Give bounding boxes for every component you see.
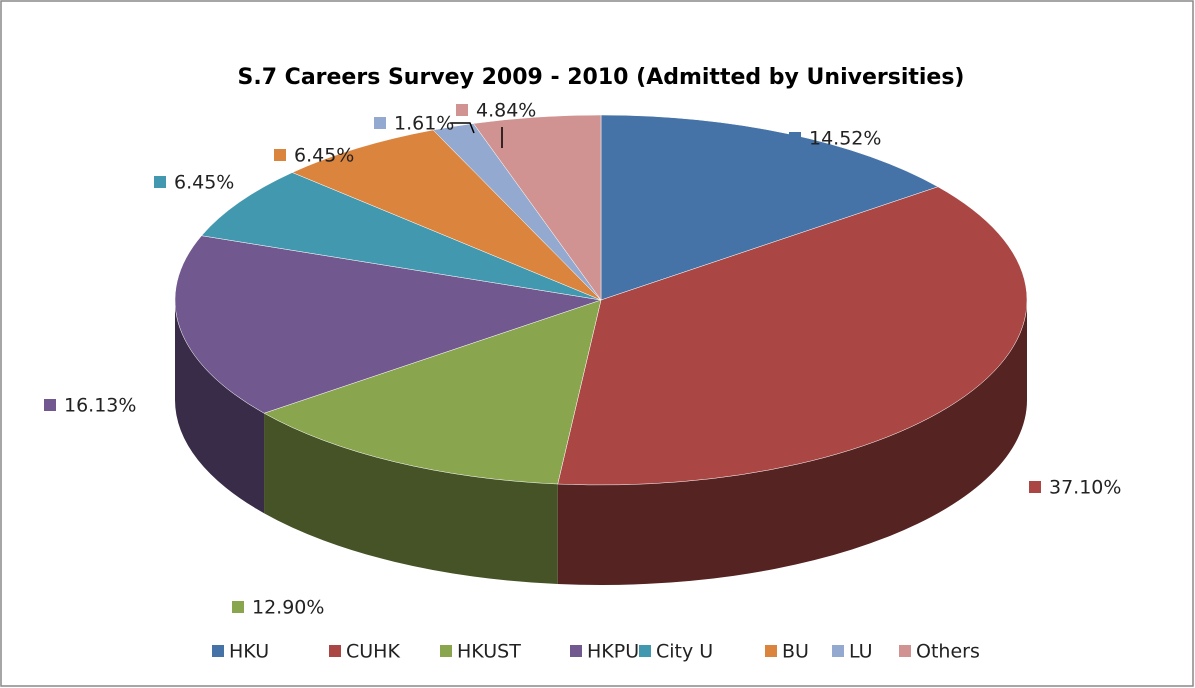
data-label: 37.10%	[1049, 477, 1121, 499]
data-label: 12.90%	[252, 597, 324, 619]
slice	[263, 299, 602, 485]
legend-label: Others	[916, 641, 980, 663]
slice	[201, 172, 602, 301]
legend-swatch	[440, 645, 452, 657]
data-label: 6.45%	[294, 145, 354, 167]
legend-label: LU	[849, 641, 873, 663]
slice-side	[175, 300, 265, 514]
legend-label: BU	[782, 641, 809, 663]
chart-title: S.7 Careers Survey 2009 - 2010 (Admitted…	[238, 65, 965, 90]
legend-swatch	[329, 645, 341, 657]
label-swatch	[456, 104, 468, 116]
legend-label: HKU	[229, 641, 269, 663]
data-label: 16.13%	[64, 395, 136, 417]
data-label: 1.61%	[394, 113, 454, 135]
legend-label: HKPU	[587, 641, 639, 663]
data-label: 14.52%	[809, 128, 881, 150]
leader-line	[450, 122, 475, 134]
label-swatch	[44, 399, 56, 411]
legend-label: HKUST	[457, 641, 521, 663]
data-label: 4.84%	[476, 100, 536, 122]
legend-swatch	[832, 645, 844, 657]
slice-side	[557, 300, 1027, 586]
legend-swatch	[639, 645, 651, 657]
legend-label: City U	[656, 641, 713, 663]
legend-swatch	[899, 645, 911, 657]
slice	[600, 114, 939, 301]
label-swatch	[154, 176, 166, 188]
slice-side	[264, 413, 558, 585]
slice	[174, 235, 602, 414]
slice	[557, 186, 1028, 486]
legend-swatch	[570, 645, 582, 657]
legend-swatch	[765, 645, 777, 657]
label-swatch	[1029, 481, 1041, 493]
slice	[472, 114, 602, 301]
data-label: 6.45%	[174, 172, 234, 194]
label-swatch	[789, 132, 801, 144]
legend-swatch	[212, 645, 224, 657]
legend-label: CUHK	[346, 641, 400, 663]
label-swatch	[374, 117, 386, 129]
label-swatch	[274, 149, 286, 161]
slice	[291, 129, 602, 301]
label-swatch	[232, 601, 244, 613]
